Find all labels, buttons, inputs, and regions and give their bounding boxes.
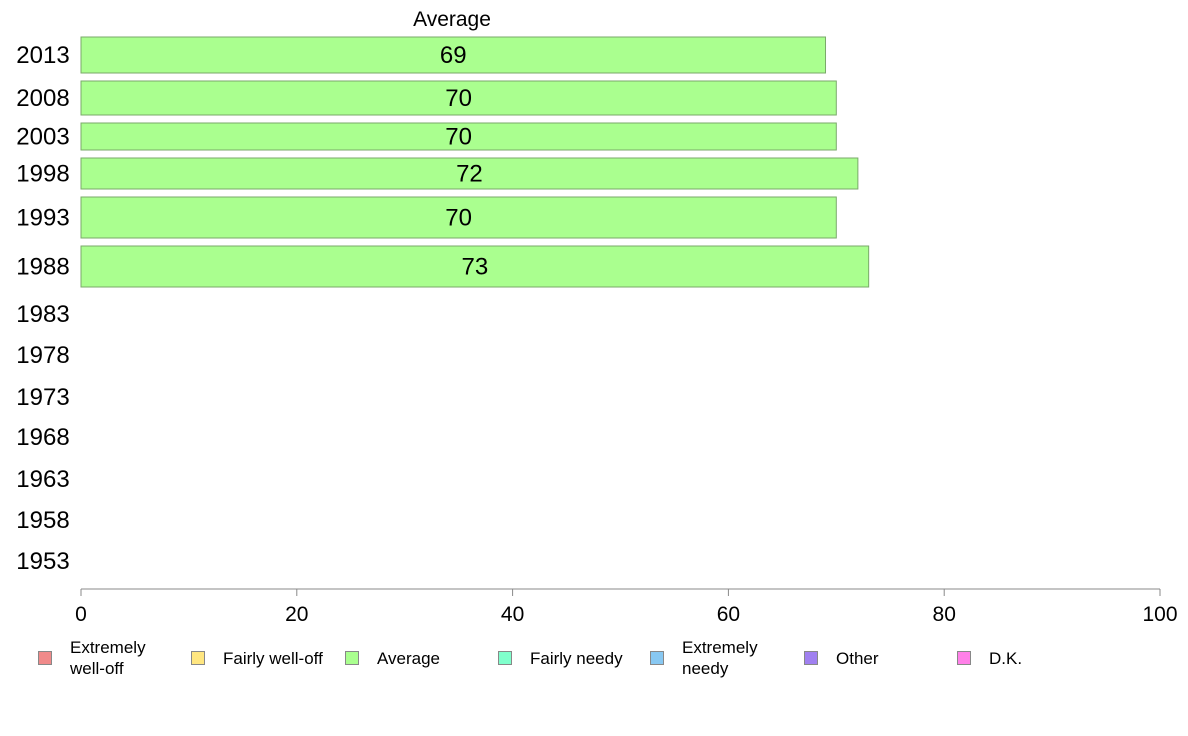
legend-item: Average xyxy=(345,636,440,680)
x-tick-label: 0 xyxy=(75,603,87,626)
legend-label: Other xyxy=(836,648,879,668)
bar-1988 xyxy=(80,245,870,288)
legend-label: Extremely needy xyxy=(682,638,758,678)
bar-1993 xyxy=(80,196,837,239)
x-tick-label: 20 xyxy=(285,603,308,626)
legend-label: Fairly needy xyxy=(530,648,623,668)
bar-value-label: 70 xyxy=(445,85,472,112)
legend: Extremely well-off Fairly well-off Average… xyxy=(38,636,1158,686)
legend-item: Extremely needy xyxy=(650,636,794,680)
bar-1998 xyxy=(80,157,859,190)
legend-item: Extremely well-off xyxy=(38,636,182,680)
bar-value-label: 70 xyxy=(445,124,472,151)
x-tick-label: 40 xyxy=(501,603,524,626)
y-tick-label: 1963 xyxy=(16,466,69,493)
legend-swatch xyxy=(38,651,52,665)
bar-2008 xyxy=(80,80,837,116)
y-tick-label: 1983 xyxy=(16,301,69,328)
legend-item: D.K. xyxy=(957,636,1022,680)
y-tick-label: 2013 xyxy=(16,42,69,69)
bar-value-label: 73 xyxy=(461,254,488,281)
bar-2013 xyxy=(80,36,827,74)
legend-swatch xyxy=(650,651,664,665)
legend-swatch xyxy=(804,651,818,665)
legend-label: Average xyxy=(377,648,441,668)
x-tick-label: 80 xyxy=(933,603,956,626)
y-tick-label: 1973 xyxy=(16,384,69,411)
y-tick-label: 1953 xyxy=(16,548,69,575)
y-tick-label: 1958 xyxy=(16,507,69,534)
bar-value-label: 72 xyxy=(456,161,483,188)
legend-item: Other xyxy=(804,636,879,680)
stacked-bar-chart: Average 69 70 70 72 70 73 2013 2008 2003 1998 199… xyxy=(16,8,1178,626)
legend-label: Extremely well-off xyxy=(70,638,146,678)
chart-title: Average xyxy=(413,8,491,31)
y-tick-label: 1993 xyxy=(16,205,69,232)
legend-swatch xyxy=(191,651,205,665)
legend-swatch xyxy=(957,651,971,665)
y-tick-label: 1998 xyxy=(16,161,69,188)
bar-group: 69 70 70 72 70 73 xyxy=(80,36,870,288)
legend-swatch xyxy=(345,651,359,665)
legend-label: D.K. xyxy=(989,648,1023,668)
y-tick-label: 2008 xyxy=(16,85,69,112)
x-tick-label: 100 xyxy=(1142,603,1177,626)
bar-value-label: 70 xyxy=(445,205,472,232)
y-tick-label: 2003 xyxy=(16,124,69,151)
legend-item: Fairly needy xyxy=(498,636,623,680)
y-tick-label: 1978 xyxy=(16,342,69,369)
y-axis-labels: 2013 2008 2003 1998 1993 1988 1983 1978 1973 1968… xyxy=(16,42,69,575)
legend-item: Fairly well-off xyxy=(191,636,323,680)
legend-label: Fairly well-off xyxy=(223,648,323,668)
legend-swatch xyxy=(498,651,512,665)
y-tick-label: 1988 xyxy=(16,254,69,281)
x-tick-label: 60 xyxy=(717,603,740,626)
y-tick-label: 1968 xyxy=(16,424,69,451)
bar-2003 xyxy=(80,122,837,151)
bar-value-label: 69 xyxy=(440,42,467,69)
x-axis: 0 20 40 60 80 100 xyxy=(75,588,1178,626)
